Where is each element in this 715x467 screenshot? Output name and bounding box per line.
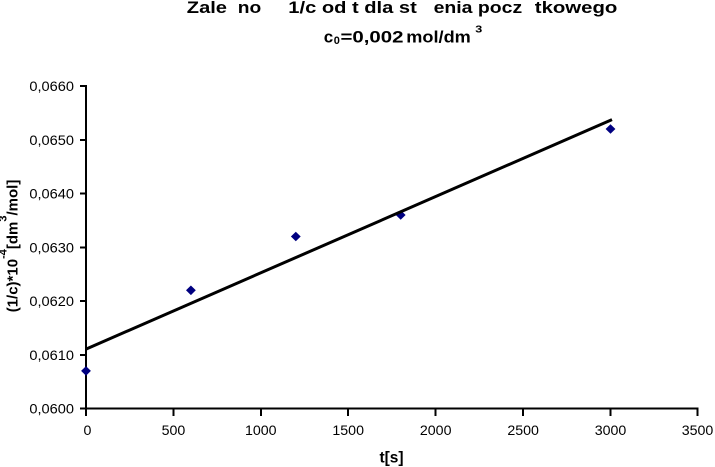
svg-text:=0,002: =0,002 — [341, 27, 404, 46]
svg-text:Zale: Zale — [187, 0, 227, 17]
svg-text:t[s]: t[s] — [379, 449, 403, 466]
svg-text:enia pocz: enia pocz — [434, 0, 523, 17]
svg-text:2000: 2000 — [420, 423, 452, 439]
svg-text:0,0640: 0,0640 — [29, 187, 74, 203]
svg-text:0: 0 — [334, 35, 340, 47]
svg-text:1500: 1500 — [332, 423, 364, 439]
svg-text:0,0660: 0,0660 — [29, 79, 74, 95]
svg-text:2500: 2500 — [507, 423, 539, 439]
svg-text:1/c od t dla st: 1/c od t dla st — [288, 0, 417, 17]
svg-text:0,0650: 0,0650 — [29, 133, 74, 149]
svg-text:c: c — [324, 27, 333, 46]
svg-text:500: 500 — [162, 423, 186, 439]
svg-text:0,0620: 0,0620 — [29, 294, 74, 310]
svg-text:0,0630: 0,0630 — [29, 240, 74, 256]
svg-text:1000: 1000 — [245, 423, 277, 439]
svg-text:tkowego: tkowego — [535, 0, 618, 17]
svg-text:(1/c)*10-4[dm3/mol]: (1/c)*10-4[dm3/mol] — [0, 180, 21, 313]
svg-text:0,0610: 0,0610 — [29, 348, 74, 364]
svg-text:0,0600: 0,0600 — [29, 402, 74, 418]
svg-text:no: no — [238, 0, 261, 17]
svg-text:3: 3 — [475, 25, 483, 36]
svg-text:3500: 3500 — [682, 423, 714, 439]
svg-text:3000: 3000 — [595, 423, 627, 439]
svg-text:0: 0 — [84, 423, 92, 439]
svg-text:mol/dm: mol/dm — [406, 27, 471, 46]
